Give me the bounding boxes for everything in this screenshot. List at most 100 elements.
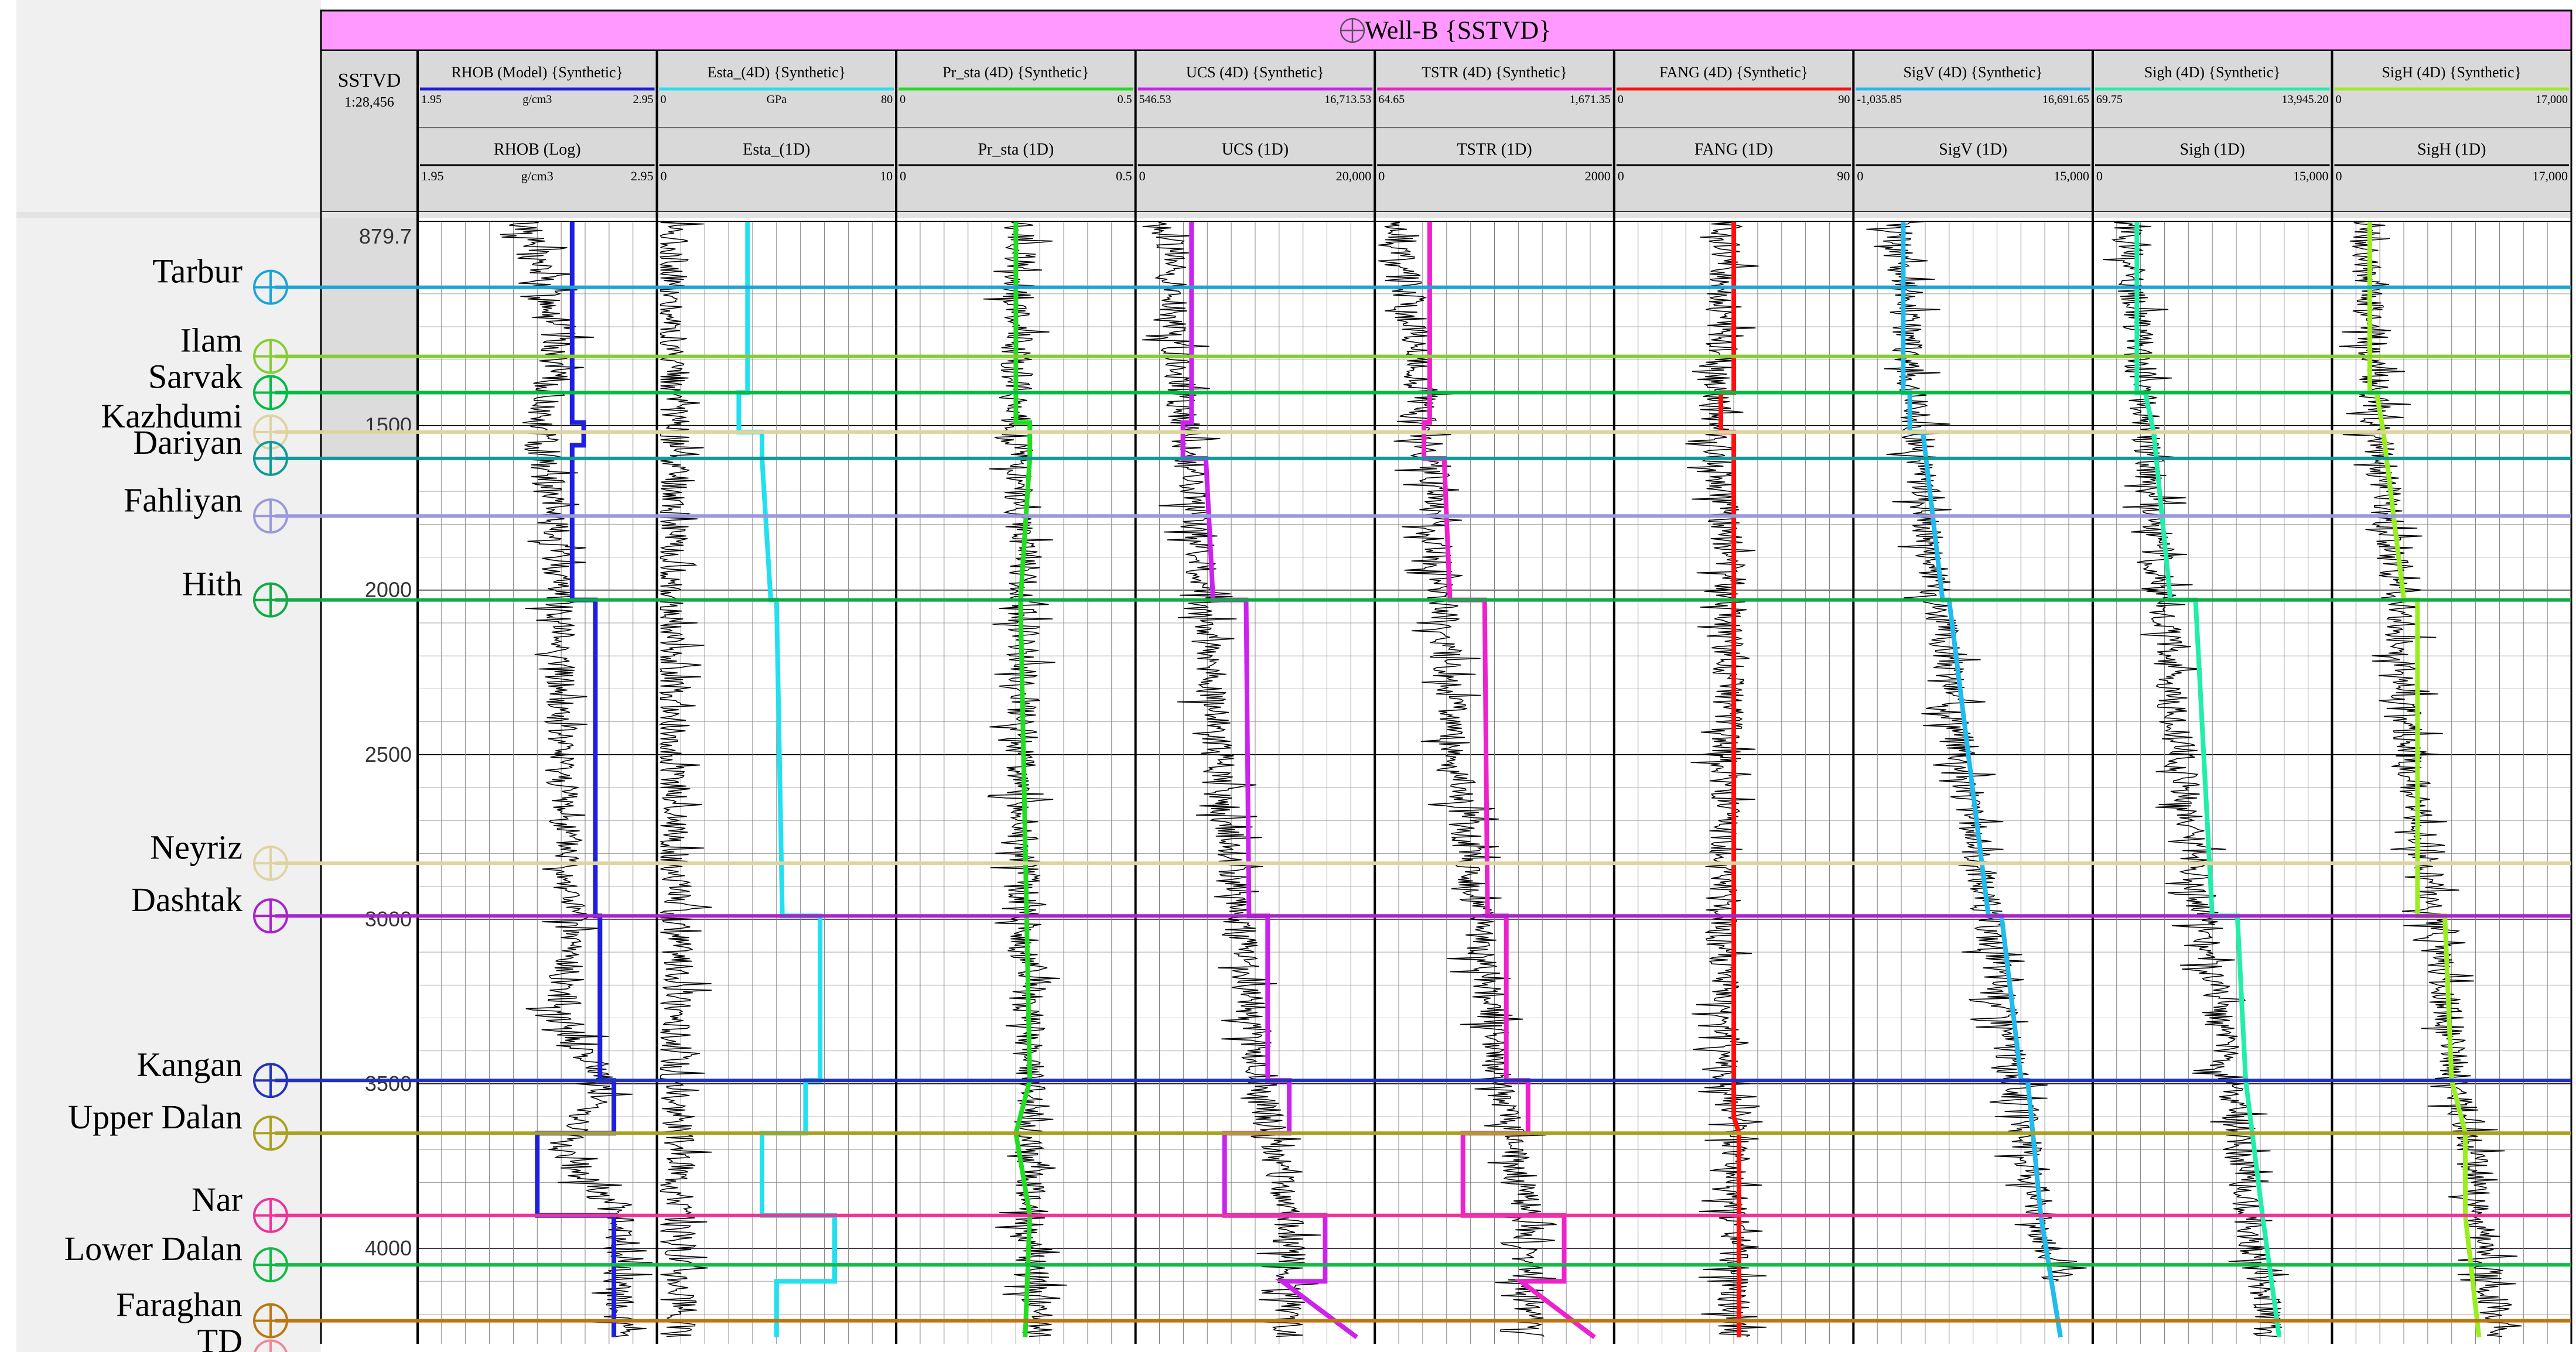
track-top-max: 80: [881, 93, 893, 106]
formation-top-nar: Nar: [192, 1180, 2571, 1233]
track-sigh-4d-synthetic: SigH (4D) {Synthetic} 0 17,000 SigH (1D) 0 17…: [2331, 50, 2571, 1344]
track-ucs-4d-synthetic: UCS (4D) {Synthetic} 546.53 16,713.53 UCS (…: [1134, 50, 1375, 1344]
track-top-min: -1,035.85: [1857, 93, 1902, 106]
track-top-min: 64.65: [1378, 93, 1405, 106]
formation-top-label: Dashtak: [131, 881, 242, 919]
formation-top-dashtak: Dashtak: [131, 881, 2571, 934]
log-curve-sigh-1d: [2339, 221, 2522, 1337]
formation-top-fahliyan: Fahliyan: [124, 481, 2571, 534]
track-bottom-name: TSTR (1D): [1457, 141, 1532, 159]
track-bottom-max: 17,000: [2533, 169, 2568, 183]
track-top-max: 17,000: [2536, 93, 2568, 106]
track-top-min: 546.53: [1139, 93, 1171, 106]
track-top-min: 0: [2335, 93, 2341, 106]
formation-top-label: Sarvak: [148, 357, 242, 395]
track-top-max: 16,691.65: [2042, 93, 2089, 106]
track-bottom-name: Sigh (1D): [2180, 141, 2245, 159]
track-top-max: 2.95: [633, 93, 654, 106]
track-top-unit: g/cm3: [522, 93, 552, 106]
track-bottom-name: UCS (1D): [1222, 141, 1289, 159]
chart-title: Well-B {SSTVD}: [1365, 16, 1552, 45]
track-bottom-min: 0: [1139, 169, 1146, 183]
track-top-min: 0: [661, 93, 667, 106]
formation-marker-icon: [253, 375, 288, 410]
track-bottom-max: 2000: [1585, 169, 1611, 183]
track-bottom-min: 0: [1857, 169, 1863, 183]
title-band: [320, 9, 2572, 52]
track-top-min: 0: [1618, 93, 1624, 106]
track-bottom-min: 0: [661, 169, 667, 183]
track-bottom-max: 0.5: [1116, 169, 1132, 183]
track-bottom-min: 0: [2096, 169, 2103, 183]
formation-top-sarvak: Sarvak: [148, 357, 2571, 410]
track-top-max: 16,713.53: [1324, 93, 1371, 106]
formation-marker-icon: [253, 846, 288, 881]
track-top-min: 69.75: [2096, 93, 2123, 106]
track-top-min: 0: [900, 93, 906, 106]
formation-top-label: TD: [197, 1322, 242, 1352]
formation-top-td: TD: [197, 1322, 288, 1352]
formation-top-kazhdumi: Kazhdumi: [101, 397, 2571, 450]
formation-top-label: Dariyan: [133, 423, 242, 461]
formation-top-ilam: Ilam: [180, 321, 2571, 374]
track-top-name: Esta_(4D) {Synthetic}: [708, 64, 846, 81]
formation-top-label: Tarbur: [152, 252, 242, 290]
formation-marker-icon: [253, 1247, 288, 1283]
formation-marker-icon: [253, 1197, 288, 1233]
formation-top-tarbur: Tarbur: [152, 252, 2571, 305]
track-top-max: 13,945.20: [2281, 93, 2328, 106]
formation-top-label: Faraghan: [116, 1286, 242, 1324]
track-bottom-min: 0: [2335, 169, 2342, 183]
log-curve-rhob-log: [500, 221, 653, 1337]
track-top-name: Pr_sta (4D) {Synthetic}: [942, 64, 1089, 81]
track-bottom-min: 0: [1378, 169, 1385, 183]
track-bottom-max: 10: [880, 169, 893, 183]
formation-top-label: Hith: [182, 565, 242, 603]
track-bottom-min: 1.95: [421, 169, 444, 183]
track-bottom-name: SigH (1D): [2417, 141, 2486, 159]
track-top-max: 1,671.35: [1570, 93, 1611, 106]
formation-top-hith: Hith: [182, 565, 2571, 618]
model-curve-ucs-4d-synthetic: [1180, 221, 1358, 1340]
formation-top-label: Kazhdumi: [101, 397, 242, 435]
formation-marker-icon: [253, 269, 288, 305]
depth-tick-label: 4000: [365, 1236, 412, 1260]
track-top-name: SigH (4D) {Synthetic}: [2382, 64, 2522, 81]
track-bottom-max: 90: [1837, 169, 1850, 183]
header-gap: [16, 212, 2571, 218]
depth-tick-label: 2000: [365, 578, 412, 602]
track-bottom-min: 0: [900, 169, 906, 183]
track-bottom-max: 15,000: [2293, 169, 2329, 183]
log-curve-fang-1d: [1685, 221, 1767, 1337]
formation-marker-icon: [254, 1339, 288, 1352]
formation-top-label: Upper Dalan: [68, 1098, 242, 1136]
formation-marker-icon: [253, 338, 288, 374]
track-bottom-max: 2.95: [631, 169, 654, 183]
track-header-area: [320, 50, 2572, 213]
track-bottom-name: RHOB (Log): [494, 141, 581, 159]
formation-marker-icon: [253, 498, 288, 534]
formation-top-label: Lower Dalan: [64, 1230, 242, 1268]
track-top-name: FANG (4D) {Synthetic}: [1659, 64, 1808, 81]
formation-top-dariyan: Dariyan: [133, 423, 2571, 476]
log-curve-pr-sta-1d: [983, 221, 1067, 1337]
depth-column-shade: [321, 212, 418, 458]
formation-marker-icon: [253, 440, 288, 476]
depth-top-label: 879.7: [359, 224, 412, 248]
track-bottom-min: 0: [1618, 169, 1624, 183]
depth-scale-label: 1:28,456: [344, 95, 394, 110]
formation-top-faraghan: Faraghan: [116, 1286, 2571, 1339]
track-bottom-name: Esta_(1D): [743, 141, 810, 159]
formation-marker-icon: [253, 1115, 288, 1151]
log-curve-esta-1d: [658, 221, 713, 1337]
formation-marker-icon: [253, 1303, 288, 1339]
formation-top-lower-dalan: Lower Dalan: [64, 1230, 2571, 1283]
track-top-max: 90: [1838, 93, 1850, 106]
well-crosshair-icon: [1340, 18, 1365, 43]
track-top-max: 0.5: [1118, 93, 1132, 106]
track-top-unit: GPa: [767, 93, 787, 106]
track-tstr-4d-synthetic: TSTR (4D) {Synthetic} 64.65 1,671.35 TSTR (…: [1374, 50, 1614, 1344]
depth-tick-label: 3000: [365, 907, 412, 931]
track-top-name: TSTR (4D) {Synthetic}: [1422, 64, 1567, 81]
